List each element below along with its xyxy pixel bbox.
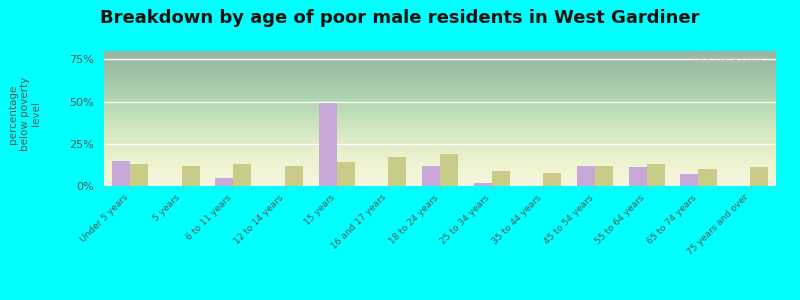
Bar: [318, 103, 337, 186]
Bar: [440, 154, 458, 186]
Bar: [680, 174, 698, 186]
Bar: [629, 167, 646, 186]
Bar: [492, 171, 510, 186]
Bar: [595, 166, 613, 186]
Bar: [285, 166, 303, 186]
Bar: [422, 166, 440, 186]
Bar: [474, 183, 492, 186]
Text: Breakdown by age of poor male residents in West Gardiner: Breakdown by age of poor male residents …: [100, 9, 700, 27]
Text: percentage
below poverty
level: percentage below poverty level: [8, 77, 42, 151]
Bar: [337, 162, 354, 186]
Bar: [698, 169, 717, 186]
Bar: [577, 166, 595, 186]
Bar: [112, 161, 130, 186]
Bar: [182, 166, 200, 186]
Bar: [543, 172, 562, 186]
Bar: [215, 178, 234, 186]
Text: City-Data.com: City-Data.com: [693, 55, 762, 65]
Bar: [130, 164, 148, 186]
Bar: [234, 164, 251, 186]
Bar: [646, 164, 665, 186]
Bar: [388, 157, 406, 186]
Bar: [750, 167, 768, 186]
